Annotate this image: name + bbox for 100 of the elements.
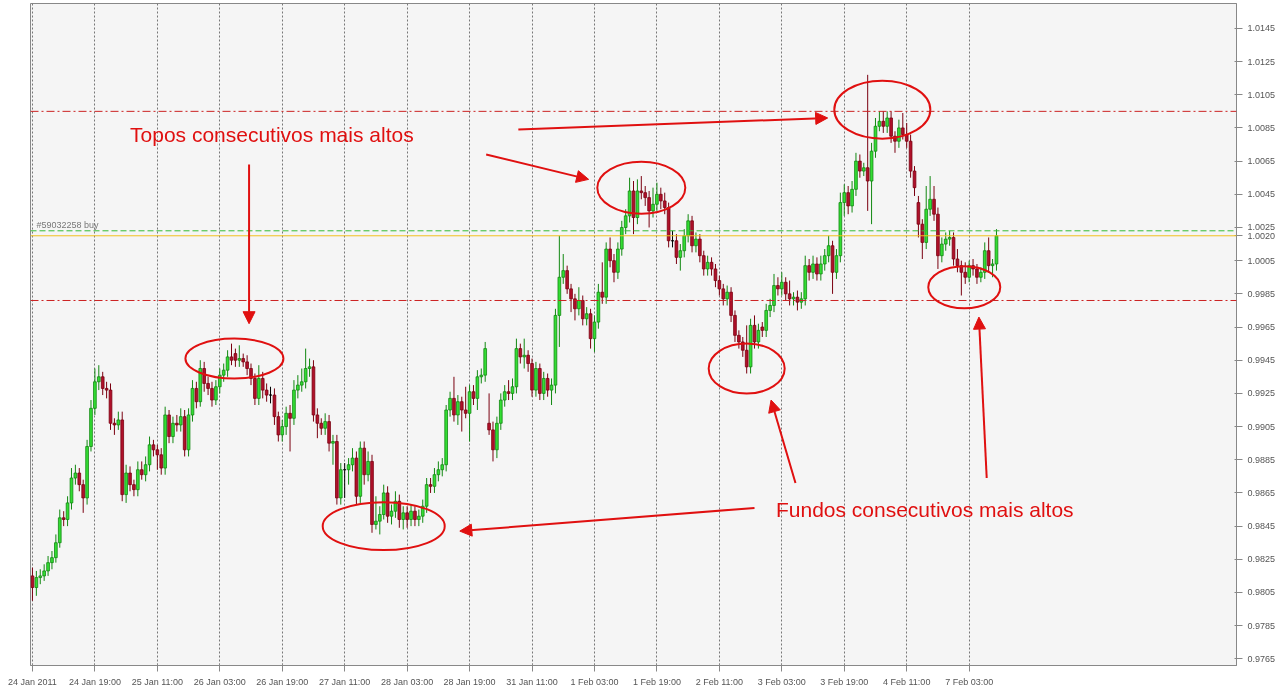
candlestick: [983, 241, 987, 280]
candlestick: [467, 384, 472, 443]
candlestick: [584, 306, 589, 326]
candlestick: [116, 411, 121, 431]
candlestick: [374, 495, 378, 530]
candlestick: [897, 119, 901, 149]
candlestick: [323, 412, 327, 436]
x-tick-label: 28 Jan 19:00: [443, 676, 496, 687]
candlestick: [159, 447, 164, 476]
candlestick: [397, 494, 402, 529]
candlestick: [780, 271, 784, 297]
candlestick: [194, 381, 199, 409]
ref-line-label: 1.0020: [1247, 230, 1276, 241]
x-tick-label: 7 Feb 03:00: [945, 676, 994, 687]
candlestick: [303, 348, 308, 389]
candlestick: [327, 414, 331, 452]
candlestick: [30, 567, 35, 602]
candlestick: [124, 464, 128, 504]
y-tick-label: 0.9905: [1247, 421, 1276, 432]
candlestick: [858, 153, 862, 179]
candlestick: [807, 258, 811, 282]
candlestick: [257, 364, 261, 406]
candlestick: [647, 190, 651, 228]
x-tick-label: 1 Feb 19:00: [632, 676, 681, 687]
candlestick: [725, 285, 729, 306]
candlestick: [46, 555, 50, 577]
candlestick: [600, 261, 605, 305]
candlestick: [943, 231, 948, 252]
y-tick-label: 0.9965: [1247, 322, 1276, 333]
candlestick: [674, 233, 679, 265]
candlestick: [136, 460, 140, 497]
x-tick-label: 4 Feb 11:00: [883, 676, 931, 687]
y-tick-label: 1.0085: [1247, 122, 1276, 133]
y-tick-label: 0.9825: [1247, 554, 1276, 565]
candlestick: [986, 236, 991, 273]
candlestick: [175, 414, 179, 433]
y-tick-label: 0.9985: [1247, 288, 1276, 299]
candlestick: [331, 434, 335, 466]
candlestick: [452, 376, 456, 423]
y-tick-label: 0.9805: [1247, 587, 1276, 598]
x-tick-label: 24 Jan 2011: [8, 676, 57, 687]
candlestick: [128, 465, 132, 492]
y-tick-label: 1.0005: [1247, 255, 1276, 266]
y-tick-label: 1.0145: [1247, 23, 1276, 34]
candlestick: [518, 343, 523, 365]
x-tick-label: 24 Jan 19:00: [68, 676, 121, 687]
candlestick: [139, 460, 144, 481]
candlestick: [233, 348, 238, 368]
candlestick: [541, 371, 546, 401]
y-tick-label: 0.9945: [1247, 355, 1276, 366]
candlestick: [776, 276, 780, 297]
y-tick-label: 0.9765: [1247, 653, 1276, 664]
x-tick-label: 31 Jan 11:00: [506, 676, 558, 687]
y-tick-label: 1.0105: [1247, 89, 1276, 100]
x-tick-label: 1 Feb 03:00: [570, 676, 619, 687]
candlestick: [229, 343, 234, 366]
y-tick-label: 0.9925: [1247, 388, 1276, 399]
candlestick: [783, 276, 788, 301]
x-tick-label: 3 Feb 03:00: [757, 676, 806, 687]
candlestick: [815, 256, 819, 282]
y-tick-label: 0.9885: [1247, 454, 1276, 465]
y-tick-label: 1.0125: [1247, 56, 1276, 67]
candlestick: [155, 444, 160, 471]
candlestick: [471, 384, 476, 406]
candlestick: [288, 404, 292, 452]
candlestick: [424, 477, 429, 514]
candlestick: [463, 386, 468, 419]
candlestick: [385, 485, 390, 524]
candlestick: [413, 505, 417, 527]
candlestick: [179, 407, 183, 433]
y-tick-label: 1.0065: [1247, 156, 1276, 167]
candlestick: [651, 187, 655, 219]
y-tick-label: 1.0025: [1247, 222, 1276, 233]
candlestick: [975, 263, 979, 285]
candlestick: [409, 504, 413, 527]
y-tick-label: 0.9845: [1247, 521, 1276, 532]
annotation: Fundos consecutivos mais altos: [775, 498, 1074, 522]
x-tick-label: 27 Jan 11:00: [319, 676, 371, 687]
candlestick: [307, 358, 312, 378]
candlestick: [940, 236, 944, 263]
candlestick: [202, 361, 206, 393]
candlestick: [456, 394, 460, 426]
candlestick: [659, 187, 663, 210]
candlestick: [581, 295, 585, 326]
candlestick: [100, 371, 105, 396]
candlestick: [545, 372, 550, 398]
y-tick-label: 1.0045: [1247, 189, 1276, 200]
candlestick: [225, 349, 230, 378]
candlestick: [639, 175, 644, 200]
candlestick: [401, 505, 405, 530]
candlestick: [577, 286, 581, 316]
x-tick-label: 28 Jan 03:00: [381, 676, 434, 687]
candlestick: [210, 381, 214, 408]
candlestick: [534, 361, 538, 398]
candlestick: [744, 324, 749, 374]
candlestick: [264, 382, 269, 403]
x-tick-label: 26 Jan 03:00: [193, 676, 246, 687]
candlestick: [772, 273, 776, 313]
candlestick: [381, 484, 386, 520]
candlestick: [811, 255, 815, 280]
